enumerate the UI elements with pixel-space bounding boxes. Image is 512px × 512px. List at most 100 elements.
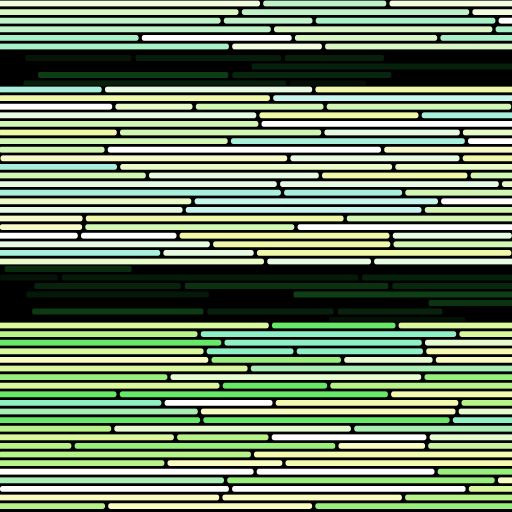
stripe-row [0, 16, 512, 25]
stripe-segment [0, 188, 283, 197]
stripe-row [0, 223, 512, 232]
stripe-segment [423, 373, 512, 382]
stripe-segment [223, 338, 423, 347]
stripe-row [0, 257, 512, 266]
stripe-row [0, 248, 512, 257]
stripe-row [0, 0, 512, 8]
stripe-segment [295, 347, 425, 356]
stripe-segment [278, 180, 500, 189]
stripe-row [0, 347, 512, 356]
stripe-segment [0, 223, 84, 232]
stripe-segment [337, 441, 427, 450]
stripe-segment [323, 128, 461, 137]
stripe-row [0, 205, 512, 214]
stripe-segment [0, 180, 278, 189]
dark-stripe-segment [293, 291, 512, 298]
stripe-segment [194, 102, 325, 111]
stripe-segment [0, 154, 289, 163]
stripe-segment [494, 25, 512, 34]
stripe-segment [500, 180, 512, 189]
stripe-segment [466, 137, 512, 146]
stripe-row [0, 330, 512, 339]
dark-band [23, 55, 512, 87]
stripe-segment [392, 240, 512, 249]
stripe-segment [353, 424, 512, 433]
stripe-row [0, 119, 512, 128]
stripe-row [0, 8, 512, 17]
stripe-segment [199, 407, 457, 416]
stripe-segment [423, 338, 512, 347]
stripe-segment [289, 154, 461, 163]
stripe-segment [169, 373, 423, 382]
stripe-segment [0, 424, 113, 433]
stripe-segment [0, 390, 118, 399]
stripe-segment [451, 416, 512, 425]
stripe-segment [103, 85, 314, 94]
stripe-segment [345, 214, 512, 223]
stripe-row [0, 102, 512, 111]
stripe-row [0, 137, 512, 146]
stripe-segment [255, 248, 512, 257]
stripe-segment [0, 398, 163, 407]
stripe-segment [140, 33, 293, 43]
stripe-segment [428, 433, 512, 442]
dark-stripe-segment [392, 283, 512, 289]
stripe-segment [0, 338, 223, 347]
stripe-segment [0, 128, 118, 137]
stripe-segment [0, 476, 226, 485]
stripe-segment [496, 476, 512, 485]
stripe-segment [0, 240, 212, 249]
stripe-row [0, 231, 512, 240]
dark-stripe-segment [184, 283, 389, 289]
stripe-segment [0, 42, 231, 51]
stripe-segment [0, 119, 260, 128]
stripe-row [0, 154, 512, 163]
stripe-segment [284, 459, 512, 468]
stripe-row [0, 381, 512, 390]
stripe-segment [0, 484, 231, 493]
stripe-segment [266, 257, 373, 266]
stripe-segment [461, 128, 512, 137]
stripe-row [0, 197, 512, 206]
stripe-row [0, 416, 512, 425]
stripe-segment [0, 94, 272, 103]
stripe-segment [0, 137, 229, 146]
stripe-segment [0, 373, 169, 382]
stripe-segment [79, 231, 178, 240]
stripe-segment [436, 467, 512, 476]
stripe-segment [274, 398, 460, 407]
stripe-segment [221, 493, 404, 502]
stripe-segment [293, 33, 439, 43]
stripe-segment [260, 119, 512, 128]
stripe-row [0, 355, 512, 364]
stripe-segment [0, 33, 140, 42]
stripe-segment [0, 321, 270, 330]
stripe-segment [383, 145, 512, 154]
stripe-segment [434, 355, 512, 364]
stripe-segment [439, 197, 512, 206]
stripe-segment [106, 502, 314, 511]
stripe-segment [0, 441, 73, 450]
stripe-row [0, 214, 512, 223]
stripe-segment [404, 188, 512, 197]
dark-stripe-segment [232, 72, 392, 78]
dark-stripe-segment [4, 266, 132, 272]
stripe-segment [147, 171, 320, 180]
stripe-segment [391, 231, 512, 240]
stripe-segment [0, 433, 176, 442]
stripe-segment [84, 223, 296, 232]
stripe-segment [0, 248, 162, 257]
stripe-segment [226, 476, 496, 485]
dark-stripe-segment [290, 80, 367, 87]
stripe-row [0, 85, 512, 94]
stripe-segment [255, 467, 436, 476]
stripe-segment [0, 8, 240, 17]
stripe-row [0, 111, 512, 120]
stripe-row [0, 407, 512, 416]
stripe-segment [0, 407, 199, 416]
stripe-segment [118, 128, 323, 137]
dark-stripe-segment [32, 308, 204, 315]
stripe-row [0, 33, 512, 43]
stripe-row [0, 424, 512, 433]
